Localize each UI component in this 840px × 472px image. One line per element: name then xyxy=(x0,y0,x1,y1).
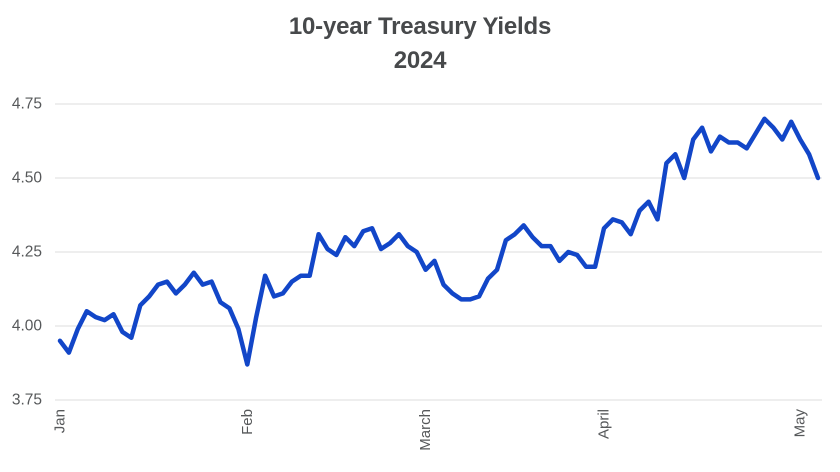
x-axis-labels: Jan Feb March April May xyxy=(52,409,809,451)
x-tick-label: March xyxy=(417,409,434,451)
y-tick-label: 3.75 xyxy=(12,392,42,409)
chart-title-line2: 2024 xyxy=(393,47,447,74)
y-tick-label: 4.75 xyxy=(12,96,42,113)
x-tick-label: April xyxy=(596,409,613,439)
x-tick-label: Feb xyxy=(239,409,256,435)
y-tick-label: 4.25 xyxy=(12,244,42,261)
y-tick-label: 4.50 xyxy=(12,170,43,187)
yield-line-series xyxy=(57,116,821,367)
x-tick-label: May xyxy=(792,409,809,438)
x-tick-label: Jan xyxy=(52,409,69,433)
gridlines xyxy=(55,103,822,401)
chart-title: 10-year Treasury Yields 2024 xyxy=(0,10,840,78)
y-tick-label: 4.00 xyxy=(12,318,43,335)
chart-title-line1: 10-year Treasury Yields xyxy=(288,13,552,40)
y-axis-labels: 3.75 4.00 4.25 4.50 4.75 xyxy=(12,96,43,409)
